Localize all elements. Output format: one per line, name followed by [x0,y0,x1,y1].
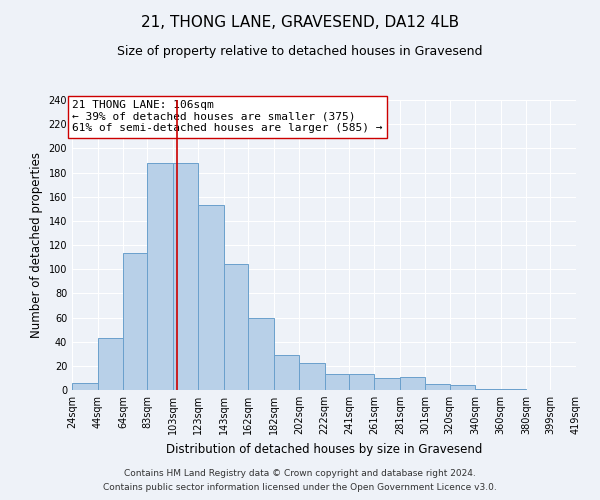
Bar [475,389,501,390]
Bar [98,338,123,390]
Text: 21, THONG LANE, GRAVESEND, DA12 4LB: 21, THONG LANE, GRAVESEND, DA12 4LB [141,15,459,30]
Bar [147,163,173,390]
Bar [349,374,374,390]
Text: Size of property relative to detached houses in Gravesend: Size of property relative to detached ho… [117,45,483,58]
Bar [248,318,274,390]
Text: Contains public sector information licensed under the Open Government Licence v3: Contains public sector information licen… [103,484,497,492]
Bar [400,376,425,390]
Bar [72,383,98,390]
Bar [501,389,526,390]
Bar [274,355,299,390]
Text: Contains HM Land Registry data © Crown copyright and database right 2024.: Contains HM Land Registry data © Crown c… [124,468,476,477]
Bar [224,264,248,390]
Bar [173,163,199,390]
Bar [123,254,147,390]
Bar [199,205,224,390]
Bar [325,374,349,390]
Text: 21 THONG LANE: 106sqm
← 39% of detached houses are smaller (375)
61% of semi-det: 21 THONG LANE: 106sqm ← 39% of detached … [72,100,383,133]
Bar [299,364,325,390]
Bar [449,385,475,390]
Y-axis label: Number of detached properties: Number of detached properties [30,152,43,338]
Bar [425,384,449,390]
X-axis label: Distribution of detached houses by size in Gravesend: Distribution of detached houses by size … [166,442,482,456]
Bar [374,378,400,390]
